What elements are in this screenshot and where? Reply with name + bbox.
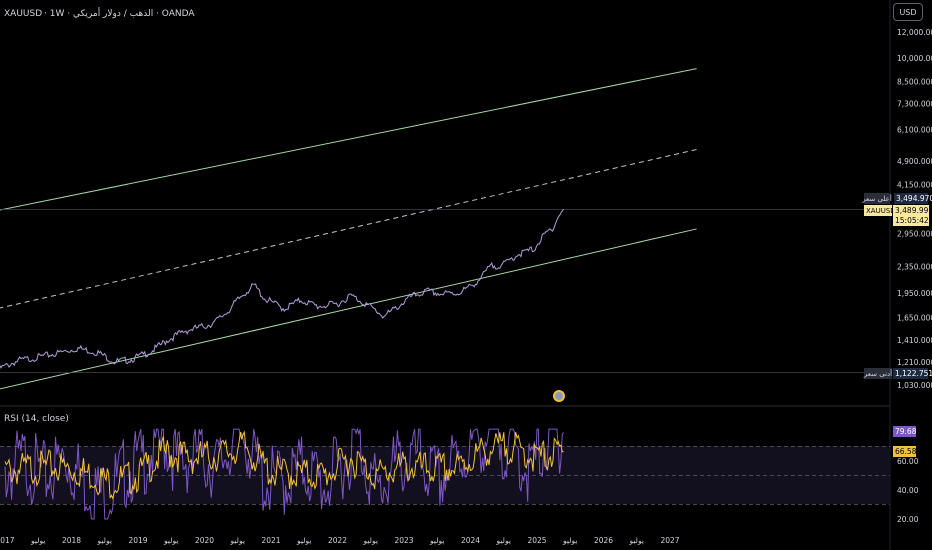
low-value: 1,122.751 [895,369,932,378]
price-tick-label: 1,030.000 [897,381,932,390]
price-tick-label: 1,650.000 [897,313,932,322]
rsi-ma-value: 66.58 [895,447,917,456]
price-tick-label: 1,210.000 [897,358,932,367]
rsi-title: RSI (14, close) [4,414,69,424]
time-tick-label: يوليو [496,536,511,545]
low-tag: أدنى سعر [863,369,892,378]
price-tick-label: 2,950.000 [897,230,932,239]
price-tick-label: 1,410.000 [897,336,932,345]
rsi-ma-value-label: 66.58 [893,446,917,457]
time-tick-label: 2025 [527,536,546,545]
price-series-line [0,208,564,369]
rsi-tick-label: 20.00 [897,515,919,524]
price-tick-label: 4,900.000 [897,157,932,166]
countdown: 15:05:42 [895,216,929,225]
rsi-tick-label: 40.00 [897,486,919,495]
time-tick-label: 2018 [62,536,81,545]
time-tick-label: 2024 [461,536,480,545]
currency-button[interactable]: USD [893,3,923,21]
current-price-label: XAUUSD 3,489.995 15:05:42 [864,205,932,226]
price-tick-label: 2,350.000 [897,262,932,271]
time-tick-label: يوليو [429,536,444,545]
time-tick-label: يوليو [629,536,644,545]
time-tick-label: 2023 [394,536,413,545]
channel-lower-line[interactable] [0,228,697,390]
time-tick-label: يوليو [296,536,311,545]
time-tick-label: 2021 [261,536,280,545]
time-tick-label: 2019 [128,536,147,545]
time-tick-label: 2026 [594,536,613,545]
rsi-line [4,427,564,520]
current-value: 3,489.995 [895,206,932,215]
rsi-ma-line [4,430,564,500]
channel-middle-line[interactable] [0,148,697,309]
rsi-value: 79.68 [895,427,917,436]
rsi-tick-label: 60.00 [897,457,919,466]
time-tick-label: يوليو [363,536,378,545]
reference-lines [0,208,890,374]
event-marker-icon[interactable] [553,390,565,402]
price-tick-label: 7,300.000 [897,99,932,108]
time-tick-label: 2027 [660,536,679,545]
high-tag: أعلى سعر [861,194,892,203]
time-tick-label: 2020 [195,536,214,545]
low-price-label: أدنى سعر 1,122.751 [863,368,932,379]
current-symbol: XAUUSD [866,207,896,215]
price-tick-label: 4,150.000 [897,181,932,190]
price-tick-label: 10,000.000 [897,54,932,63]
time-tick-label: يوليو [230,536,245,545]
time-tick-label: يوليو [30,536,45,545]
time-tick-label: 2022 [328,536,347,545]
price-tick-label: 6,100.000 [897,125,932,134]
price-tick-label: 12,000.000 [897,28,932,37]
price-axis[interactable]: 12,000.000 10,000.000 8,500.000 7,300.000 6,… [897,28,932,390]
chart-symbol: XAUUSD [4,9,42,19]
price-tick-label: 8,500.000 [897,78,932,87]
high-value: 3,494.970 [896,194,932,203]
rsi-value-label: 79.68 [893,426,917,437]
chart-description: · 1W · الذهب / دولار أمريكي · OANDA [44,7,195,19]
high-price-label: أعلى سعر 3,494.970 [861,193,932,204]
parallel-channel[interactable] [0,68,697,390]
price-tick-label: 1,950.000 [897,289,932,298]
time-tick-label: يوليو [97,536,112,545]
time-tick-label: 2017 [0,536,15,545]
time-tick-label: يوليو [163,536,178,545]
time-axis[interactable]: 2017 يوليو 2018 يوليو 2019 يوليو 2020 يوليو 2021… [0,536,680,545]
time-tick-label: يوليو [562,536,577,545]
channel-upper-line[interactable] [0,68,697,211]
